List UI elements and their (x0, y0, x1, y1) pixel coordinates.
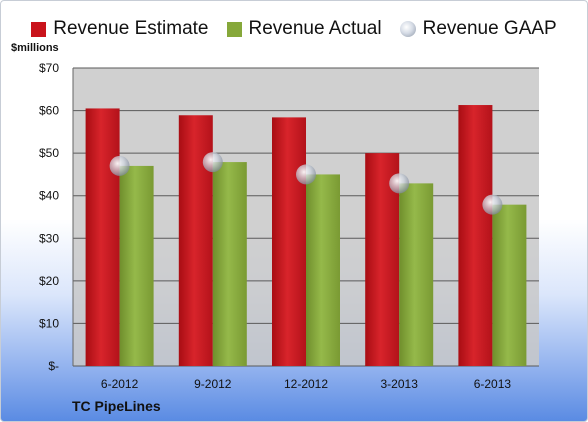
x-tick-label: 6-2013 (474, 377, 512, 391)
y-tick-label: $- (48, 359, 59, 373)
bar-revenue-estimate (272, 117, 306, 366)
x-tick-label: 12-2012 (284, 377, 328, 391)
bar-revenue-actual (119, 165, 154, 366)
chart-legend: Revenue Estimate Revenue Actual Revenue … (0, 14, 588, 44)
y-axis-unit-label: $millions (11, 42, 59, 54)
x-tick-label: 6-2012 (101, 377, 139, 391)
legend-item-actual: Revenue Actual (226, 18, 382, 40)
y-tick-label: $30 (39, 231, 59, 245)
bar-revenue-actual (306, 174, 340, 366)
bar-revenue-estimate (458, 105, 493, 366)
bar-revenue-estimate (178, 115, 213, 366)
y-tick-label: $40 (39, 189, 59, 203)
bar-revenue-actual (492, 204, 527, 366)
marker-revenue-gaap (482, 194, 503, 215)
x-tick-label: 9-2012 (194, 377, 232, 391)
x-tick-label: 3-2013 (381, 377, 419, 391)
y-tick-label: $20 (39, 274, 59, 288)
marker-revenue-gaap (109, 155, 130, 176)
company-name: TC PipeLines (72, 398, 161, 414)
bar-revenue-actual (399, 183, 434, 366)
marker-revenue-gaap (296, 164, 316, 185)
marker-revenue-gaap (202, 152, 223, 173)
bar-revenue-actual (212, 162, 247, 366)
legend-label-actual: Revenue Actual (248, 18, 382, 39)
y-tick-label: $10 (39, 316, 59, 330)
bar-revenue-estimate (85, 108, 120, 366)
y-tick-label: $50 (39, 146, 59, 160)
legend-swatch-estimate (31, 21, 47, 37)
y-tick-label: $60 (39, 104, 59, 118)
legend-item-estimate: Revenue Estimate (31, 18, 209, 40)
legend-label-gaap: Revenue GAAP (422, 18, 557, 39)
marker-revenue-gaap (389, 173, 410, 194)
legend-item-gaap: Revenue GAAP (399, 18, 557, 40)
legend-swatch-gaap (399, 21, 416, 37)
y-tick-label: $70 (39, 61, 59, 75)
legend-swatch-actual (226, 21, 242, 37)
legend-label-estimate: Revenue Estimate (53, 18, 209, 39)
